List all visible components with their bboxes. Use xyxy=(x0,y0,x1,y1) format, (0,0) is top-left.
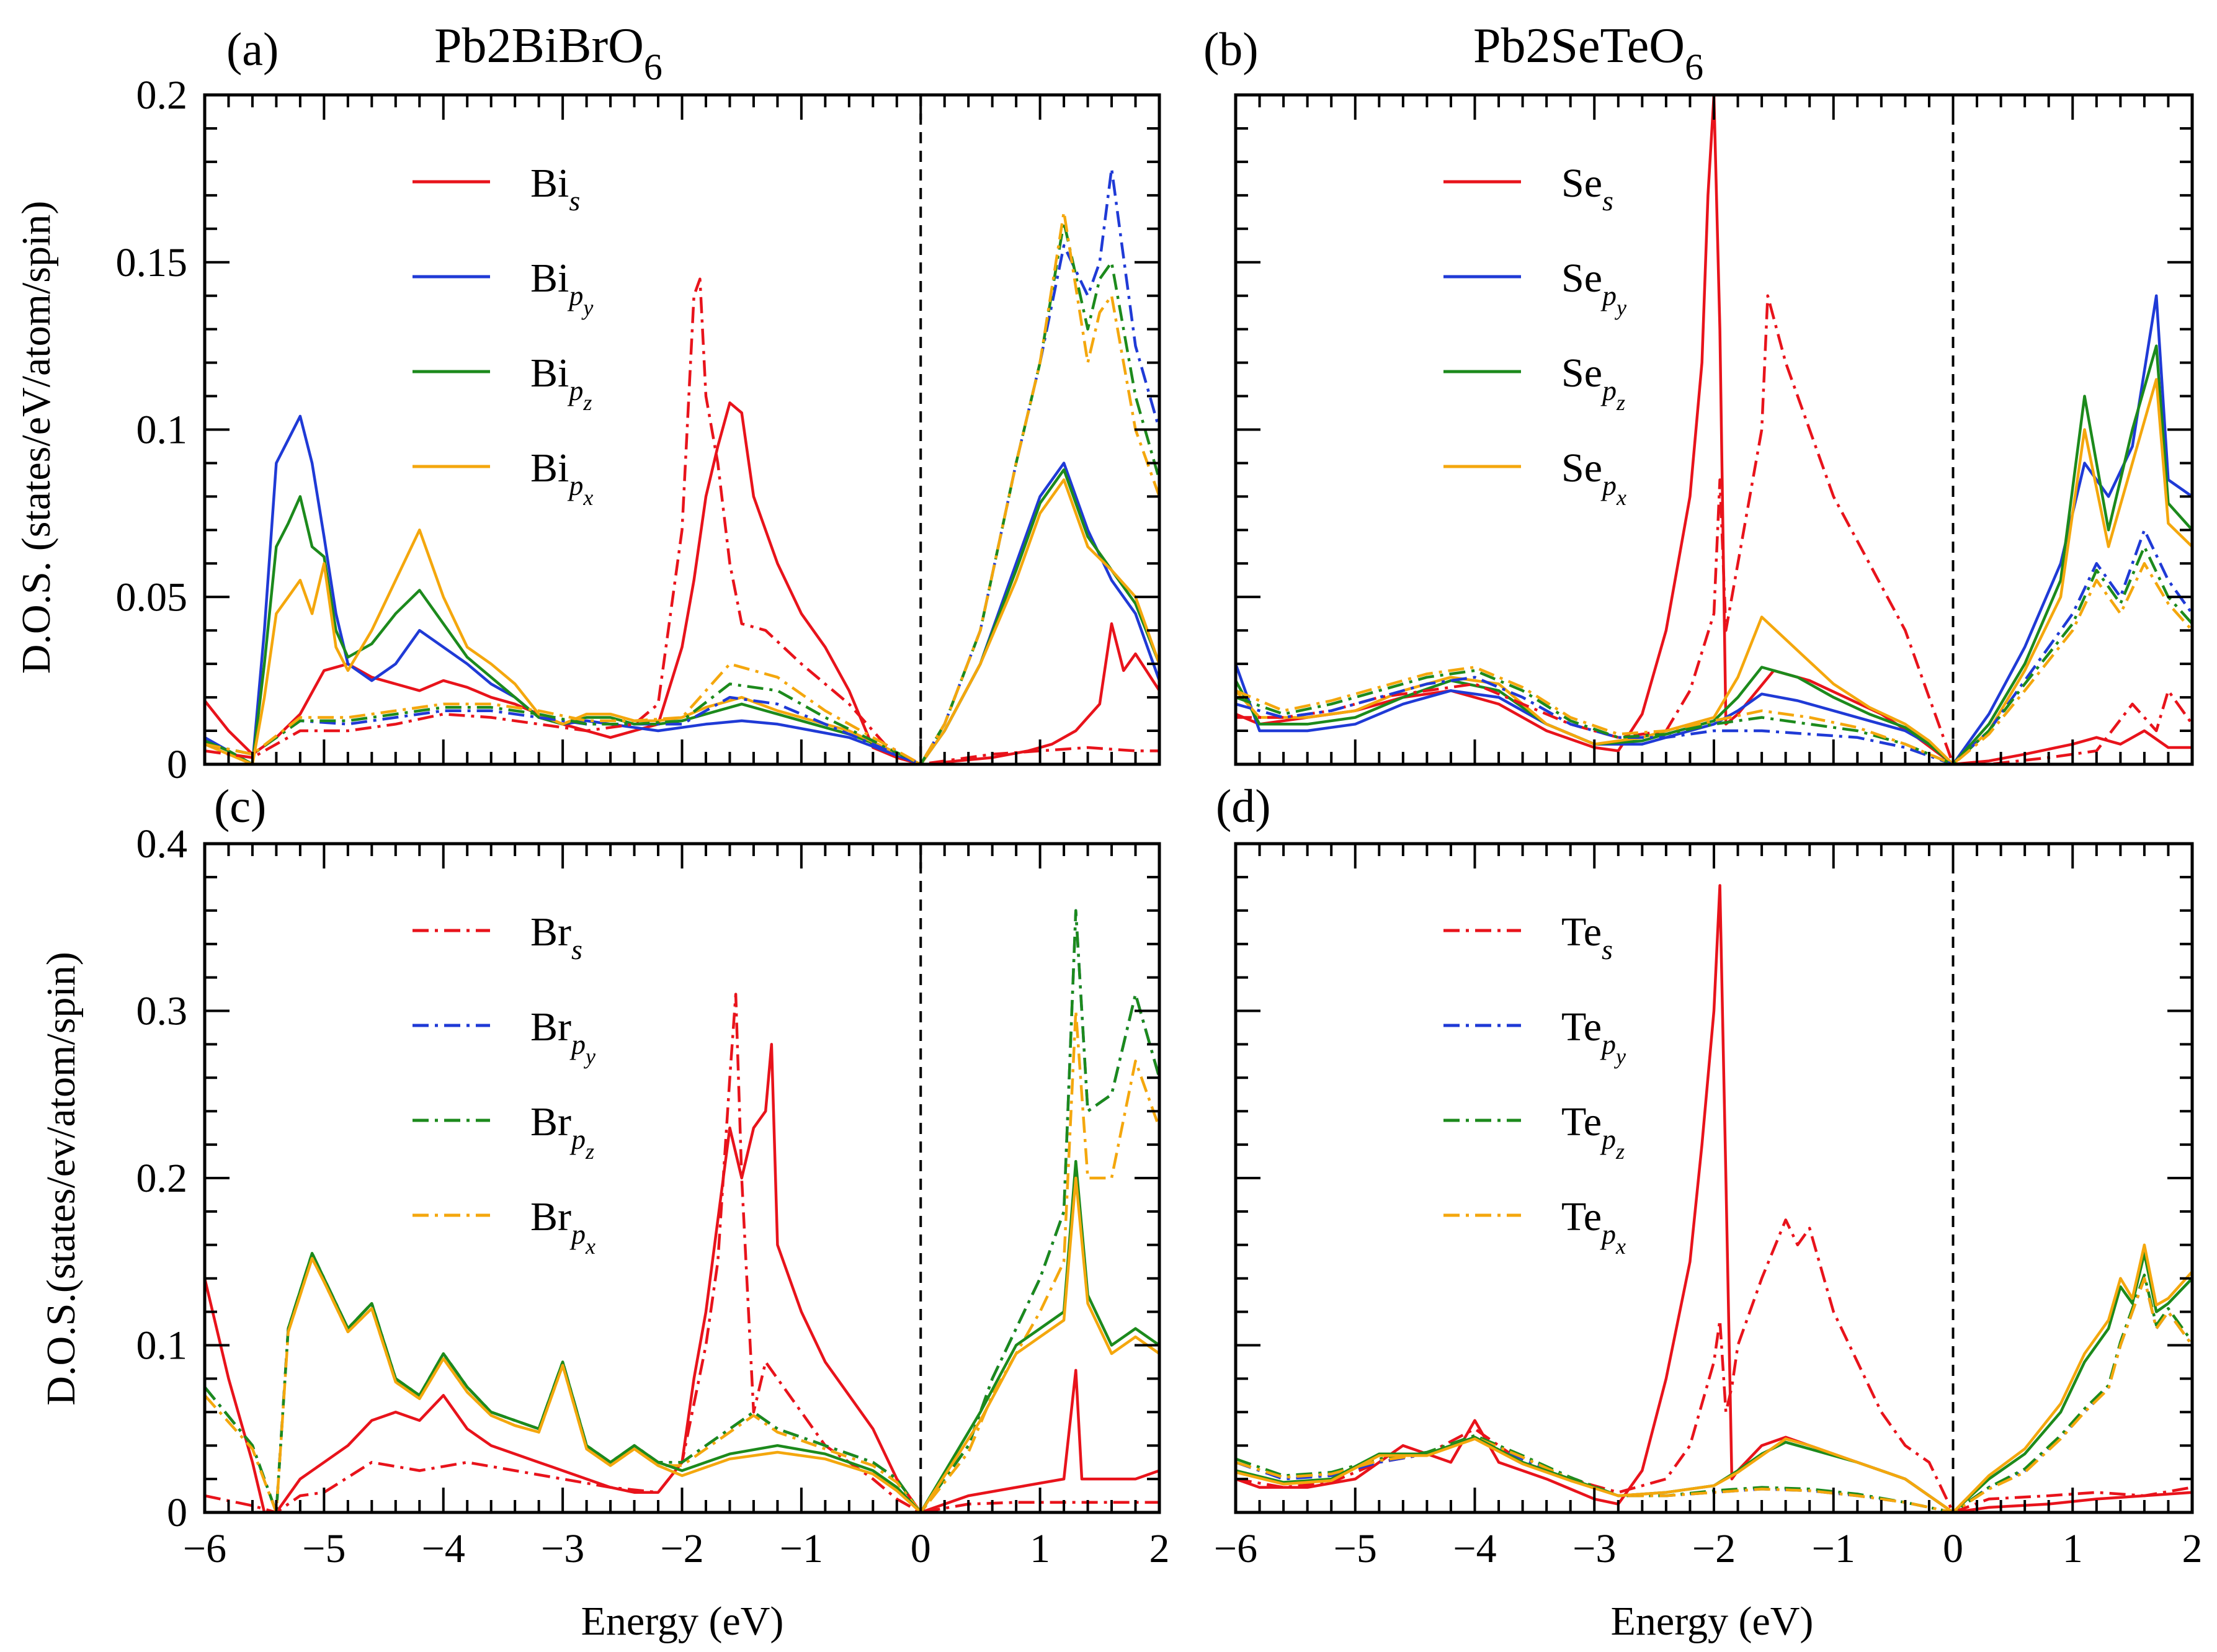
x-tick-label: −3 xyxy=(541,1526,584,1571)
legend-label: Tepy xyxy=(1561,1004,1626,1069)
legend-label: Brpy xyxy=(530,1004,596,1069)
legend-label: Bis xyxy=(530,161,580,217)
series-line-br-px-dash-dot- xyxy=(205,210,1159,764)
panel-d: −6 −5 −4 −3 −2 −1 0 1 2 (d) Tes Tepy Tepz Tepx xyxy=(1214,780,2203,1571)
series-line-br-py-dash-dot- xyxy=(205,167,1159,764)
legend-label: Bipz xyxy=(530,350,592,415)
series-line-br-s-dash-dot- xyxy=(205,277,1159,764)
legend-label: Bipx xyxy=(530,445,593,510)
panel-label: (a) xyxy=(226,24,279,76)
y-tick-label: 0.05 xyxy=(116,574,188,620)
x-tick-label: −6 xyxy=(183,1526,226,1571)
series-line-te-py-dash-dot- xyxy=(1236,529,2192,764)
series-line-pb-like-solid-orange- xyxy=(287,1176,1159,1512)
series-line-te-pz xyxy=(1236,1274,2192,1512)
series-group xyxy=(205,167,1159,764)
x-tick-label: −2 xyxy=(660,1526,703,1571)
series-line-se-pz xyxy=(1236,344,2192,764)
x-tick-label: −2 xyxy=(1692,1526,1736,1571)
series-line-se-p-solid-green- xyxy=(1236,1252,2192,1512)
legend: Brs Brpy Brpz Brpx xyxy=(413,909,596,1259)
legend: Tes Tepy Tepz Tepx xyxy=(1443,909,1626,1259)
series-line-se-p-solid-orange- xyxy=(1236,1243,2192,1512)
legend-label: Brpz xyxy=(530,1099,594,1164)
series-line-bi-px xyxy=(205,478,1159,764)
compound-title: Pb2SeTeO6 xyxy=(1473,19,1703,87)
panel-label: (b) xyxy=(1203,24,1259,76)
y-tick-label: 0.1 xyxy=(136,408,188,453)
x-tick-label: 2 xyxy=(1149,1526,1170,1571)
series-line-te-px-dash-dot- xyxy=(1236,562,2192,764)
x-tick-label: 2 xyxy=(2182,1526,2203,1571)
legend-label: Sepx xyxy=(1561,445,1626,510)
y-tick-label: 0 xyxy=(167,1490,187,1535)
panel-a: 00.050.10.150.2(a) Pb2BiBrO6BisBipyBipzBi… xyxy=(116,19,1161,787)
y-axis-title-bottom: D.O.S.(states/ev/atom/spin) xyxy=(38,952,84,1405)
x-tick-label: −6 xyxy=(1214,1526,1257,1571)
legend-label: Sepz xyxy=(1561,350,1625,415)
y-tick-label: 0.2 xyxy=(136,73,188,118)
x-tick-label: −5 xyxy=(1334,1526,1377,1571)
y-tick-label: 0.2 xyxy=(136,1156,188,1201)
legend-label: Tepz xyxy=(1561,1099,1625,1164)
legend-label: Bipy xyxy=(530,256,593,320)
series-line-pb-like-solid-green- xyxy=(287,1159,1159,1512)
x-tick-label: −4 xyxy=(422,1526,465,1571)
x-tick-label: −4 xyxy=(1453,1526,1496,1571)
legend-label: Ses xyxy=(1561,161,1613,217)
panel-c: −6 −5 −4 −3 −2 −1 0 1 200.10.20.30.4(c)BrsBrpyBr… xyxy=(136,780,1170,1571)
y-tick-label: 0.4 xyxy=(136,821,188,867)
panel-label: (c) xyxy=(214,780,266,833)
x-tick-label: 1 xyxy=(2063,1526,2083,1571)
legend: Ses Sepy Sepz Sepx xyxy=(1443,161,1626,510)
y-tick-label: 0.15 xyxy=(116,240,188,285)
x-axis-title-left: Energy (eV) xyxy=(581,1599,784,1644)
panel-label: (d) xyxy=(1216,780,1271,833)
x-tick-label: −3 xyxy=(1572,1526,1616,1571)
x-tick-label: −1 xyxy=(780,1526,823,1571)
legend: Bis Bipy Bipz Bipx xyxy=(413,161,593,510)
y-tick-label: 0.1 xyxy=(136,1323,188,1368)
series-line-te-pz-dash-dot- xyxy=(1236,545,2192,764)
legend-label: Tes xyxy=(1561,909,1613,965)
y-axis-title-top: D.O.S. (states/eV/atom/spin) xyxy=(14,201,59,674)
x-tick-label: 1 xyxy=(1030,1526,1050,1571)
series-line-bi-s xyxy=(205,1043,1159,1512)
series-group xyxy=(1236,884,2192,1512)
y-tick-label: 0 xyxy=(167,742,187,787)
legend-label: Sepy xyxy=(1561,256,1626,320)
panel-b: (b) Pb2SeTeO6 Ses Sepy Sepz Sepx xyxy=(1203,19,2194,766)
y-tick-label: 0.3 xyxy=(136,989,188,1034)
legend-label: Tepx xyxy=(1561,1194,1626,1259)
x-tick-label: −1 xyxy=(1812,1526,1855,1571)
x-tick-label: 0 xyxy=(911,1526,931,1571)
series-line-se-s xyxy=(1236,95,2192,764)
legend-label: Brpx xyxy=(530,1194,596,1259)
x-tick-label: 0 xyxy=(1943,1526,1963,1571)
series-line-br-pz-dash-dot- xyxy=(205,220,1159,764)
x-axis-title-right: Energy (eV) xyxy=(1611,1599,1814,1644)
x-tick-label: −5 xyxy=(302,1526,346,1571)
panels: 00.050.10.150.2(a) Pb2BiBrO6BisBipyBipzBi… xyxy=(116,19,2203,1571)
legend-label: Brs xyxy=(530,909,582,965)
series-group xyxy=(205,909,1159,1512)
compound-title: Pb2BiBrO6 xyxy=(434,19,662,87)
